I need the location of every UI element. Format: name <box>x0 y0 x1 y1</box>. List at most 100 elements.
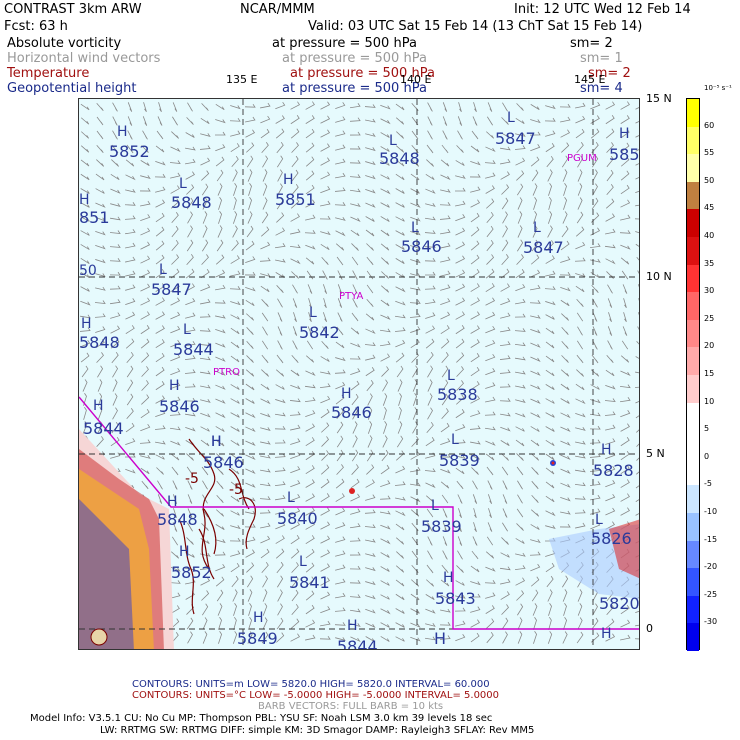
colorbar-tick-label: 45 <box>704 203 715 213</box>
height-marker: H <box>167 494 178 510</box>
field-name-vorticity: Absolute vorticity <box>7 36 122 51</box>
footer-temperature-contours: CONTOURS: UNITS=°C LOW= -5.0000 HIGH= -5… <box>132 690 500 701</box>
field-sm-wind: sm= 1 <box>580 51 623 66</box>
height-marker: H <box>169 378 180 394</box>
colorbar-tick-label: 0 <box>704 451 710 461</box>
height-value: 5852 <box>109 142 150 161</box>
forecast-hour: Fcst: 63 h <box>4 19 68 34</box>
colorbar-segment <box>687 540 699 569</box>
height-marker: L <box>179 176 187 192</box>
height-value: 5851 <box>275 190 316 209</box>
model-title: CONTRAST 3km ARW <box>4 2 142 17</box>
height-marker: H <box>211 434 222 450</box>
colorbar-tick-label: -30 <box>704 617 718 627</box>
colorbar-segment <box>687 402 699 431</box>
colorbar-tick-label: 10 <box>704 396 715 406</box>
height-value: 5848 <box>79 333 120 352</box>
colorbar-segment <box>687 375 699 403</box>
valid-time: Valid: 03 UTC Sat 15 Feb 14 (13 ChT Sat … <box>308 19 643 34</box>
height-marker: L <box>447 368 455 384</box>
height-value: 5828 <box>593 461 634 480</box>
map-graphics <box>79 99 639 649</box>
lat-label-5n: 5 N <box>646 447 665 460</box>
height-marker: L <box>431 498 439 514</box>
colorbar-tick-label: 15 <box>704 369 715 378</box>
colorbar-tick-label: 5 <box>704 424 710 434</box>
init-time: Init: 12 UTC Wed 12 Feb 14 <box>514 2 691 17</box>
height-value: 5848 <box>171 193 212 212</box>
colorbar-segment <box>687 154 699 182</box>
height-marker: H <box>601 442 612 458</box>
colorbar-tick-label: 35 <box>704 258 715 268</box>
height-marker: L <box>389 133 397 149</box>
height-marker: H <box>619 126 630 142</box>
height-value: 5826 <box>591 529 632 548</box>
colorbar-segment <box>687 623 699 651</box>
height-value: 5844 <box>83 419 124 438</box>
colorbar <box>686 98 700 651</box>
height-value: 5842 <box>299 323 340 342</box>
height-value: 5846 <box>331 403 372 422</box>
footer-model-info: Model Info: V3.5.1 CU: No Cu MP: Thompso… <box>30 713 493 724</box>
lat-lon-grid <box>79 99 639 649</box>
org-label: NCAR/MMM <box>240 2 315 17</box>
height-value: 5820 <box>599 594 640 613</box>
height-value: 5839 <box>421 517 462 536</box>
height-marker: H <box>601 626 612 642</box>
colorbar-segment <box>687 126 699 155</box>
height-marker: H <box>211 434 222 450</box>
field-level-wind: at pressure = 500 hPa <box>282 51 427 66</box>
height-value: 5852 <box>171 563 212 582</box>
field-level-vorticity: at pressure = 500 hPa <box>272 36 417 51</box>
map-panel: H 5852 L 5848 L 5847 H 585 L 5848 H 5851… <box>78 98 640 650</box>
footer-model-physics: LW: RRTMG SW: RRTMG DIFF: simple KM: 3D … <box>100 725 535 736</box>
colorbar-tick-label: -15 <box>704 534 718 544</box>
colorbar-segment <box>687 99 699 127</box>
height-marker: L <box>287 490 295 506</box>
station-marker: PTYA <box>339 291 364 302</box>
height-marker: H <box>79 192 90 208</box>
height-marker: H <box>81 316 92 332</box>
colorbar-segment <box>687 319 699 348</box>
height-marker: L <box>507 110 515 126</box>
footer-barb-vectors: BARB VECTORS: FULL BARB = 10 kts <box>258 701 444 712</box>
height-value: 5844 <box>173 340 214 359</box>
height-marker: L <box>411 220 419 236</box>
colorbar-tick-label: 50 <box>704 175 715 185</box>
height-value: 5844 <box>337 637 378 650</box>
station-marker: PGUM <box>567 153 597 164</box>
colorbar-segment <box>687 595 699 624</box>
field-name-temperature: Temperature <box>7 66 90 81</box>
height-value: H <box>434 629 447 648</box>
height-marker: H <box>117 124 128 140</box>
height-value: 5848 <box>157 510 198 529</box>
colorbar-segment <box>687 430 699 458</box>
temperature-contour-label: -5 <box>185 471 199 487</box>
height-value: 585 <box>609 145 640 164</box>
height-value: 851 <box>79 208 110 227</box>
colorbar-segment <box>687 264 699 293</box>
colorbar-tick-label: 60 <box>704 120 715 130</box>
field-sm-temperature: sm= 2 <box>588 66 631 81</box>
height-value: 5838 <box>437 385 478 404</box>
footer-height-contours: CONTOURS: UNITS=m LOW= 5820.0 HIGH= 5820… <box>132 679 490 690</box>
height-marker: H <box>283 172 294 188</box>
lon-label-145: 145 E <box>574 73 606 86</box>
height-value: 5849 <box>237 629 278 648</box>
field-level-temperature: at pressure = 500 hPa <box>290 66 435 81</box>
colorbar-tick-label: 55 <box>704 148 715 158</box>
height-marker: H <box>443 570 454 586</box>
contour-label: 50 <box>79 263 97 279</box>
height-marker: H <box>341 386 352 402</box>
lon-label-135: 135 E <box>226 73 258 86</box>
colorbar-tick-label: -25 <box>704 589 718 599</box>
height-marker: H <box>179 544 190 560</box>
height-marker: L <box>159 262 167 278</box>
height-marker: H <box>253 610 264 626</box>
colorbar-tick-label: 40 <box>704 231 715 240</box>
height-value: 5847 <box>523 238 564 257</box>
height-value: 5847 <box>495 129 536 148</box>
colorbar-segment <box>687 181 699 210</box>
height-marker: L <box>309 305 317 321</box>
height-value: 5840 <box>277 509 318 528</box>
